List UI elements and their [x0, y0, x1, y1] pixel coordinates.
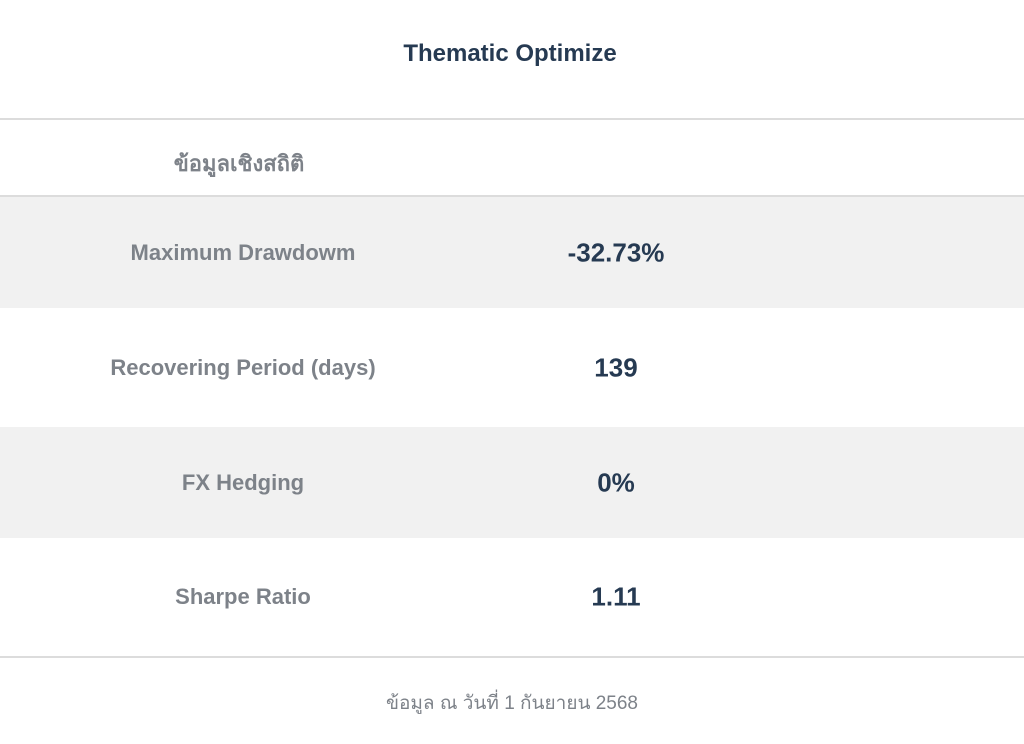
stat-value: 139	[594, 352, 638, 382]
stat-label: Sharpe Ratio	[175, 584, 311, 609]
divider-top	[0, 118, 1024, 120]
stat-value: 1.11	[591, 581, 641, 612]
stat-value: -32.73%	[567, 237, 665, 267]
stat-label: FX Hedging	[181, 469, 305, 495]
section-header: ข้อมูลเชิงสถิติ	[0, 120, 1024, 195]
data-date-note: ข้อมูล ณ วันที่ 1 กันยายน 2568	[385, 693, 639, 714]
stat-row-max-drawdown: Maximum Drawdowm -32.73%	[0, 197, 1024, 308]
divider-mid	[0, 195, 1024, 197]
stat-row-sharpe-ratio: Sharpe Ratio 1.11	[0, 538, 1024, 656]
stat-row-recovering-period: Recovering Period (days) 139	[0, 308, 1024, 427]
section-label: ข้อมูลเชิงสถิติ	[173, 151, 305, 176]
page-title: Thematic Optimize	[403, 40, 617, 67]
divider-bottom	[0, 656, 1024, 658]
stat-row-fx-hedging: FX Hedging 0%	[0, 427, 1024, 538]
stat-label: Recovering Period (days)	[110, 354, 376, 380]
stat-value: 0%	[597, 467, 635, 497]
stat-label: Maximum Drawdowm	[130, 239, 356, 265]
